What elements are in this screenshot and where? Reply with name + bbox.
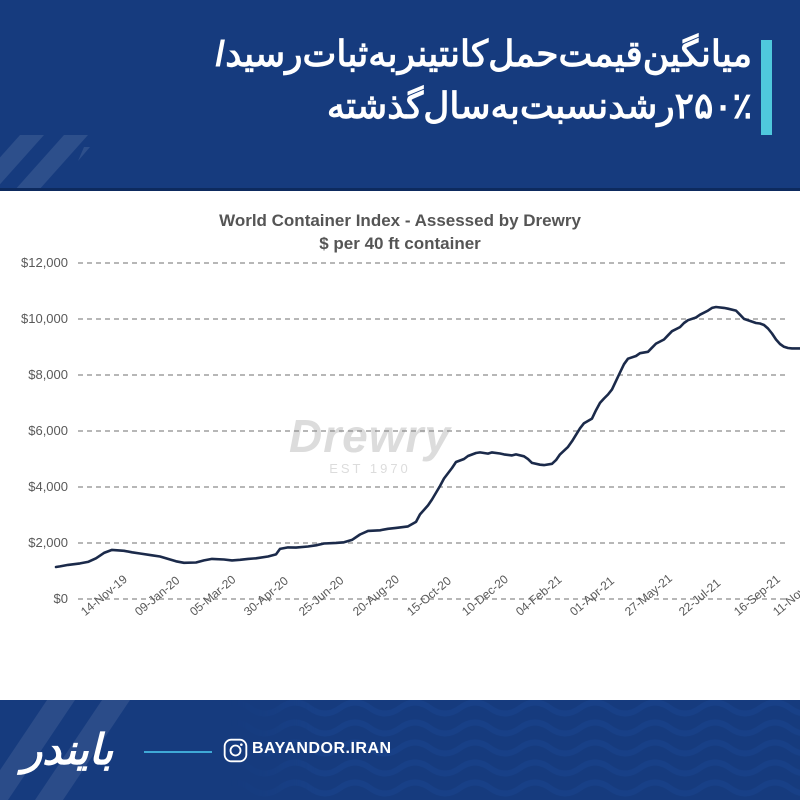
svg-text:$2,000: $2,000 — [28, 535, 68, 550]
svg-text:$4,000: $4,000 — [28, 479, 68, 494]
svg-text:$0: $0 — [54, 591, 68, 606]
svg-text:$8,000: $8,000 — [28, 367, 68, 382]
svg-text:$10,000: $10,000 — [21, 311, 68, 326]
svg-text:$12,000: $12,000 — [21, 255, 68, 270]
svg-text:$6,000: $6,000 — [28, 423, 68, 438]
